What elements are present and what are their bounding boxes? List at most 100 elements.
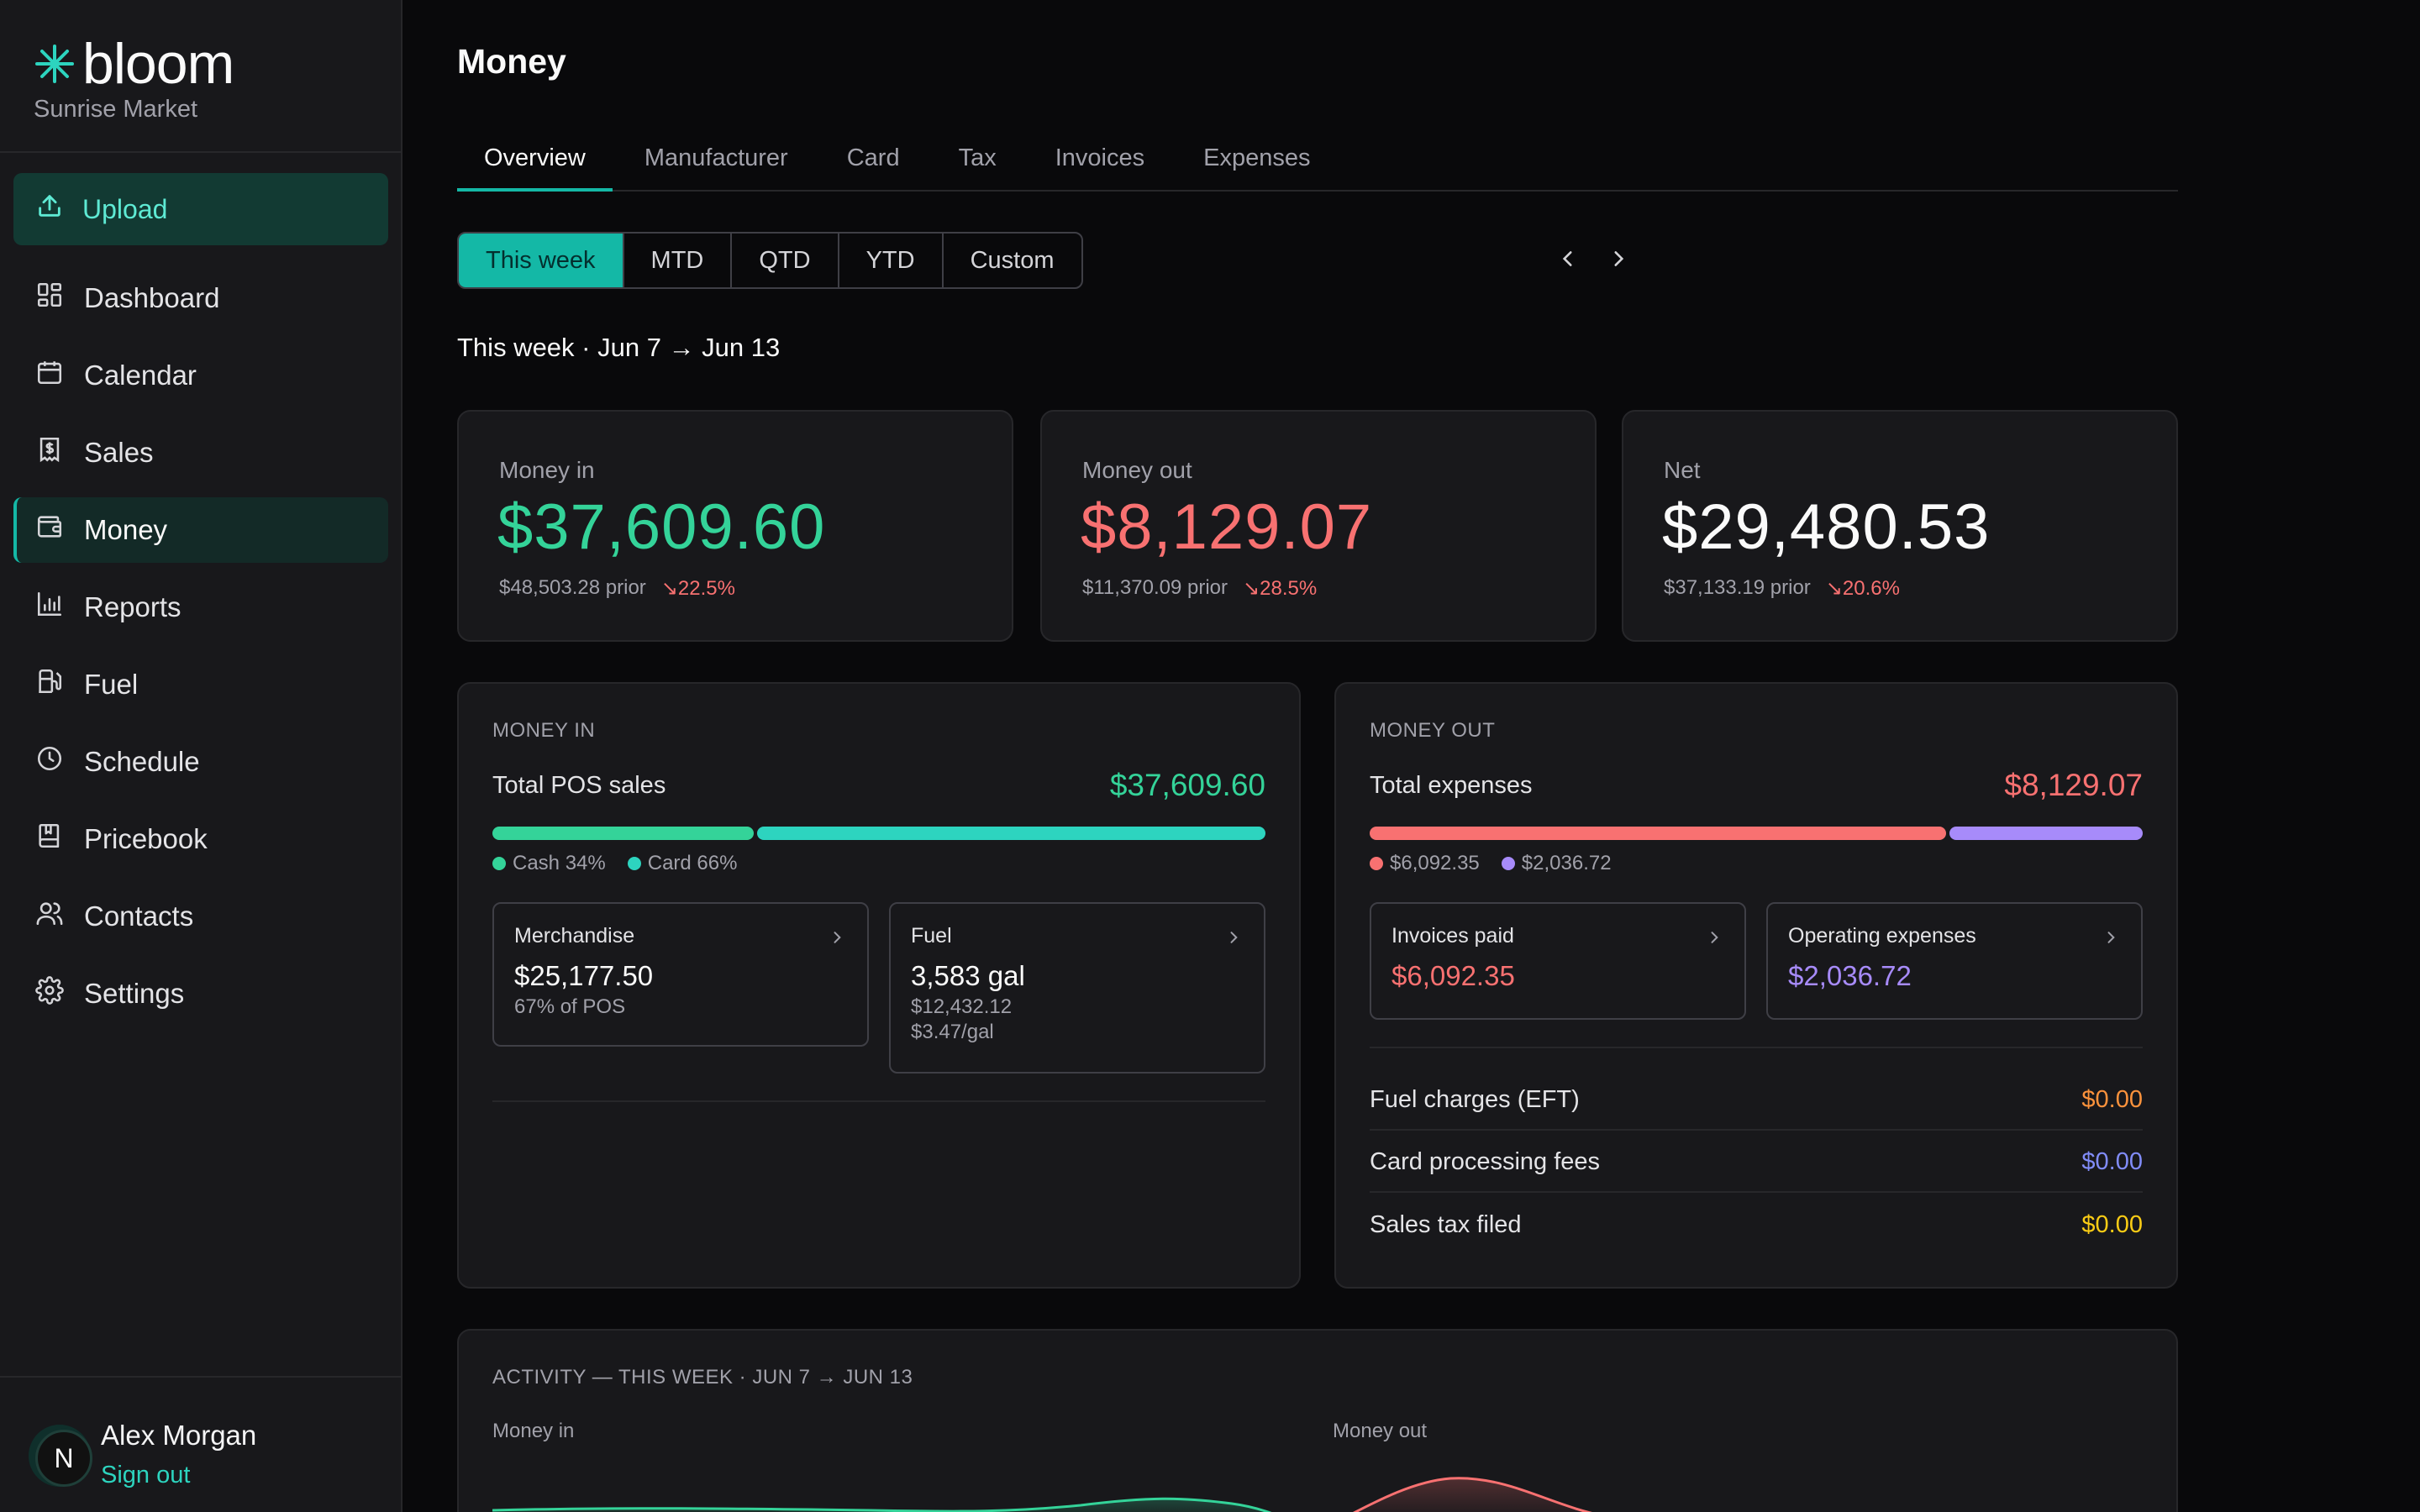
divider	[1370, 1047, 2143, 1048]
line-value: $0.00	[2081, 1210, 2143, 1238]
calendar-icon	[35, 358, 64, 393]
sidebar-item-contacts[interactable]: Contacts	[13, 884, 388, 949]
range-qtd-button[interactable]: QTD	[732, 234, 839, 287]
divider	[0, 151, 401, 153]
merchandise-card[interactable]: Merchandise $25,177.50 67% of POS	[492, 902, 869, 1047]
invoices-segment	[1370, 827, 1947, 840]
legend-invoices: $6,092.35	[1370, 852, 1480, 875]
sidebar-item-label: Contacts	[84, 900, 194, 932]
kpi-change: ↘22.5%	[660, 577, 735, 600]
kpi-prior: $11,370.09 prior	[1082, 576, 1228, 599]
sidebar-nav: Dashboard Calendar Sales Money Reports F…	[13, 265, 388, 1038]
chevron-right-icon	[1225, 929, 1242, 950]
kpi-value: $29,480.53	[1662, 491, 1991, 563]
legend-card: Card 66%	[627, 852, 737, 875]
sidebar-item-label: Dashboard	[84, 282, 220, 313]
fuel-charges-row: Fuel charges (EFT) $0.00	[1370, 1070, 2143, 1131]
brand-name: bloom	[82, 32, 234, 96]
sidebar-item-label: Sales	[84, 437, 154, 468]
range-this-week-button[interactable]: This week	[459, 234, 624, 287]
tab-expenses[interactable]: Expenses	[1203, 144, 1311, 171]
tab-invoices[interactable]: Invoices	[1055, 144, 1145, 171]
card-value: 3,583 gal	[911, 960, 1025, 991]
tab-tax[interactable]: Tax	[958, 144, 997, 171]
kpi-money-in: Money in $37,609.60 $48,503.28 prior ↘22…	[457, 410, 1013, 642]
line-label: Fuel charges (EFT)	[1370, 1085, 1580, 1113]
range-mtd-button[interactable]: MTD	[624, 234, 733, 287]
kpi-value: $8,129.07	[1081, 491, 1373, 563]
panel-title: ACTIVITY — THIS WEEK · JUN 7 → JUN 13	[492, 1366, 913, 1389]
tab-overview[interactable]: Overview	[457, 126, 613, 192]
sidebar-item-calendar[interactable]: Calendar	[13, 343, 388, 408]
split-legend: Cash 34% Card 66%	[492, 852, 737, 875]
period-label: This week · Jun 7 → Jun 13	[457, 333, 781, 362]
dashboard-icon	[35, 281, 64, 316]
fuel-card[interactable]: Fuel 3,583 gal $12,432.12 $3.47/gal	[889, 902, 1265, 1074]
bar-chart-icon	[35, 590, 64, 625]
total-expenses-label: Total expenses	[1370, 771, 1533, 799]
upload-label: Upload	[82, 193, 168, 224]
sidebar-item-money[interactable]: Money	[13, 497, 388, 563]
wallet-icon	[35, 512, 64, 548]
kpi-label: Net	[1664, 457, 1701, 483]
receipt-dollar-icon	[35, 435, 64, 470]
sidebar-item-label: Reports	[84, 591, 182, 622]
sidebar-item-dashboard[interactable]: Dashboard	[13, 265, 388, 331]
sidebar: bloom Sunrise Market Upload Dashboard Ca…	[0, 0, 402, 1512]
divider	[492, 1100, 1265, 1102]
kpi-prior: $37,133.19 prior	[1664, 576, 1811, 599]
total-expenses-row: Total expenses $8,129.07	[1370, 768, 2143, 803]
operating-expenses-card[interactable]: Operating expenses $2,036.72	[1766, 902, 2143, 1020]
sidebar-item-reports[interactable]: Reports	[13, 575, 388, 640]
card-segment	[757, 827, 1265, 840]
fuel-pump-icon	[35, 667, 64, 702]
next-period-button[interactable]	[1600, 242, 1637, 279]
tab-manufacturer[interactable]: Manufacturer	[644, 144, 788, 171]
card-value: $25,177.50	[514, 960, 654, 991]
range-custom-button[interactable]: Custom	[970, 246, 1055, 274]
sidebar-item-label: Calendar	[84, 360, 197, 391]
tab-bar: Overview Manufacturer Card Tax Invoices …	[457, 126, 2178, 192]
bloom-asterisk-icon	[34, 43, 76, 85]
card-detail: 67% of POS	[514, 995, 626, 1018]
previous-period-button[interactable]	[1549, 242, 1586, 279]
range-ytd-button[interactable]: YTD	[839, 234, 944, 287]
invoices-paid-card[interactable]: Invoices paid $6,092.35	[1370, 902, 1746, 1020]
legend-operating: $2,036.72	[1501, 852, 1612, 875]
user-section: N Alex Morgan Sign out	[0, 1376, 402, 1512]
avatar[interactable]: N	[35, 1430, 92, 1487]
sidebar-item-fuel[interactable]: Fuel	[13, 652, 388, 717]
sidebar-item-settings[interactable]: Settings	[13, 961, 388, 1026]
money-in-panel: MONEY IN Total POS sales $37,609.60 Cash…	[457, 682, 1301, 1289]
sidebar-item-pricebook[interactable]: Pricebook	[13, 806, 388, 872]
total-pos-row: Total POS sales $37,609.60	[492, 768, 1265, 803]
card-title: Invoices paid	[1392, 924, 1514, 948]
total-pos-value: $37,609.60	[1109, 768, 1265, 802]
brand[interactable]: bloom Sunrise Market	[34, 34, 234, 123]
card-detail: $12,432.12	[911, 995, 1013, 1018]
sign-out-link[interactable]: Sign out	[101, 1462, 191, 1488]
expenses-split-bar	[1370, 827, 2143, 840]
book-icon	[35, 822, 64, 857]
tab-card[interactable]: Card	[846, 144, 900, 171]
kpi-change: ↘28.5%	[1243, 577, 1318, 600]
card-processing-fees-row: Card processing fees $0.00	[1370, 1132, 2143, 1193]
sidebar-item-label: Fuel	[84, 669, 139, 700]
line-label: Card processing fees	[1370, 1147, 1601, 1175]
kpi-footer: $11,370.09 prior ↘28.5%	[1082, 576, 1317, 601]
date-range-selector: This week MTD QTD YTD Custom	[457, 232, 1083, 289]
kpi-label: Money out	[1082, 457, 1192, 483]
user-name: Alex Morgan	[101, 1420, 257, 1451]
page-title: Money	[457, 42, 566, 81]
money-in-sparkline	[492, 1497, 1272, 1512]
kpi-prior: $48,503.28 prior	[499, 576, 646, 599]
sidebar-item-sales[interactable]: Sales	[13, 420, 388, 486]
split-legend: $6,092.35 $2,036.72	[1370, 852, 1612, 875]
sidebar-item-schedule[interactable]: Schedule	[13, 729, 388, 795]
card-title: Merchandise	[514, 924, 635, 948]
users-icon	[35, 899, 64, 934]
kpi-footer: $48,503.28 prior ↘22.5%	[499, 576, 735, 601]
sales-tax-filed-row: Sales tax filed $0.00	[1370, 1194, 2143, 1255]
upload-button[interactable]: Upload	[13, 173, 388, 245]
gear-icon	[35, 976, 64, 1011]
